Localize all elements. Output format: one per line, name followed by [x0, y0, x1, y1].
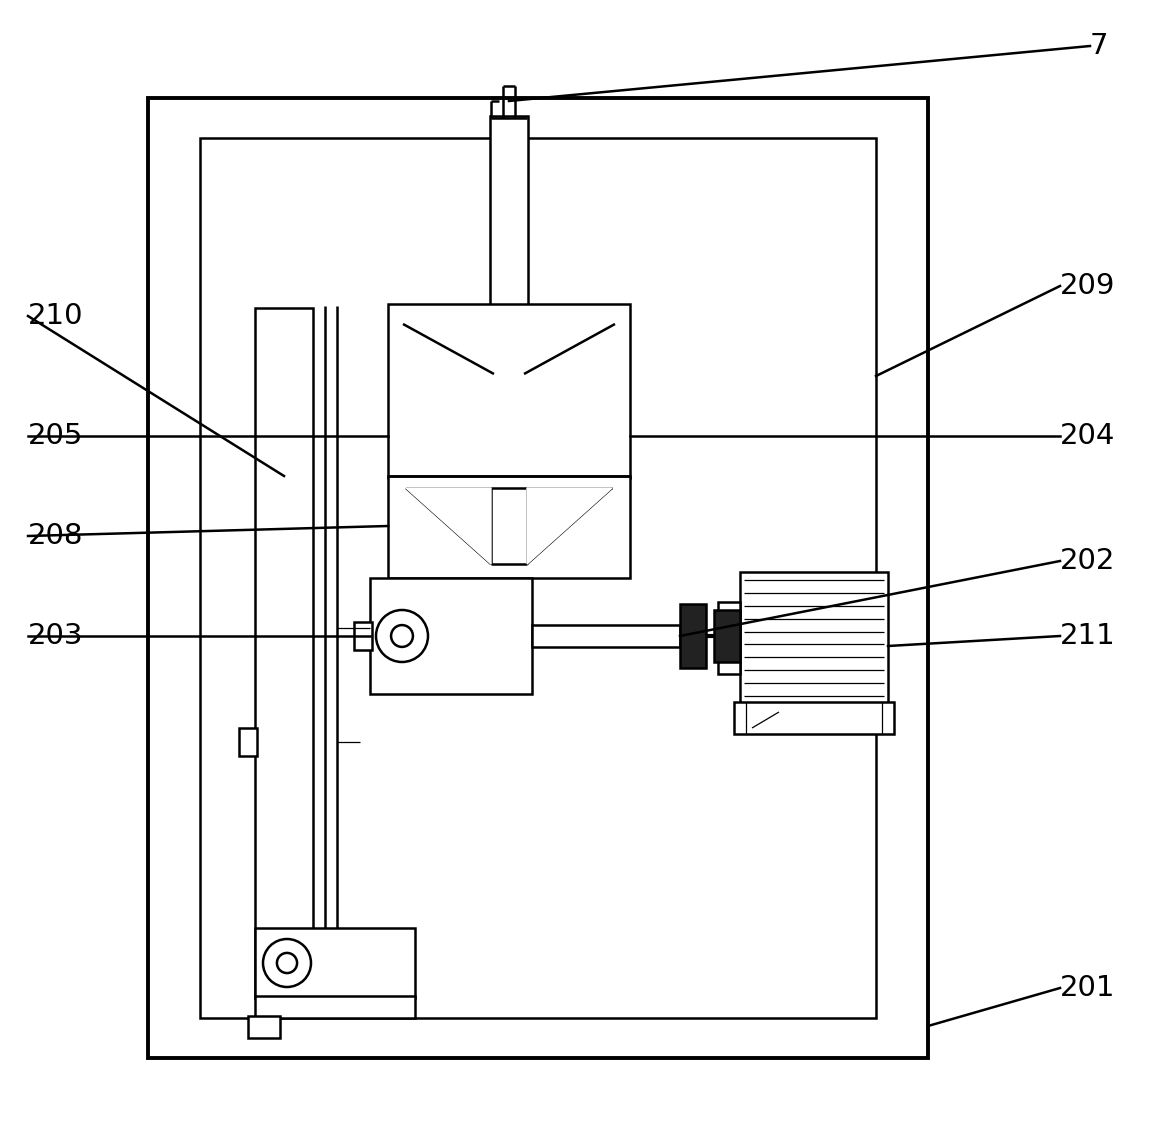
Bar — [734, 701, 894, 734]
Text: 204: 204 — [1059, 422, 1115, 450]
Text: 203: 203 — [28, 622, 84, 650]
Bar — [255, 997, 415, 1018]
Bar — [148, 98, 928, 1058]
Text: 210: 210 — [28, 302, 84, 330]
Text: 201: 201 — [1059, 974, 1115, 1002]
Bar — [531, 625, 680, 647]
Polygon shape — [527, 488, 612, 564]
Bar — [370, 578, 531, 694]
Bar — [248, 1016, 280, 1038]
Circle shape — [376, 610, 428, 662]
Polygon shape — [406, 488, 491, 564]
Bar — [718, 602, 740, 674]
Text: 7: 7 — [1090, 32, 1108, 60]
Bar — [740, 572, 889, 704]
Bar — [255, 309, 313, 998]
Circle shape — [277, 953, 297, 973]
Text: 209: 209 — [1059, 272, 1115, 300]
Bar — [255, 928, 415, 998]
Bar — [714, 610, 740, 662]
Bar — [200, 138, 876, 1018]
Bar — [490, 116, 528, 306]
Bar — [240, 729, 257, 756]
Text: 208: 208 — [28, 522, 84, 549]
Bar — [388, 304, 630, 479]
Text: 205: 205 — [28, 422, 84, 450]
Bar — [388, 476, 630, 578]
Circle shape — [391, 625, 413, 647]
Text: 202: 202 — [1059, 547, 1115, 575]
Circle shape — [263, 939, 311, 988]
Bar — [354, 622, 372, 650]
Text: 211: 211 — [1059, 622, 1115, 650]
Bar — [680, 604, 706, 668]
